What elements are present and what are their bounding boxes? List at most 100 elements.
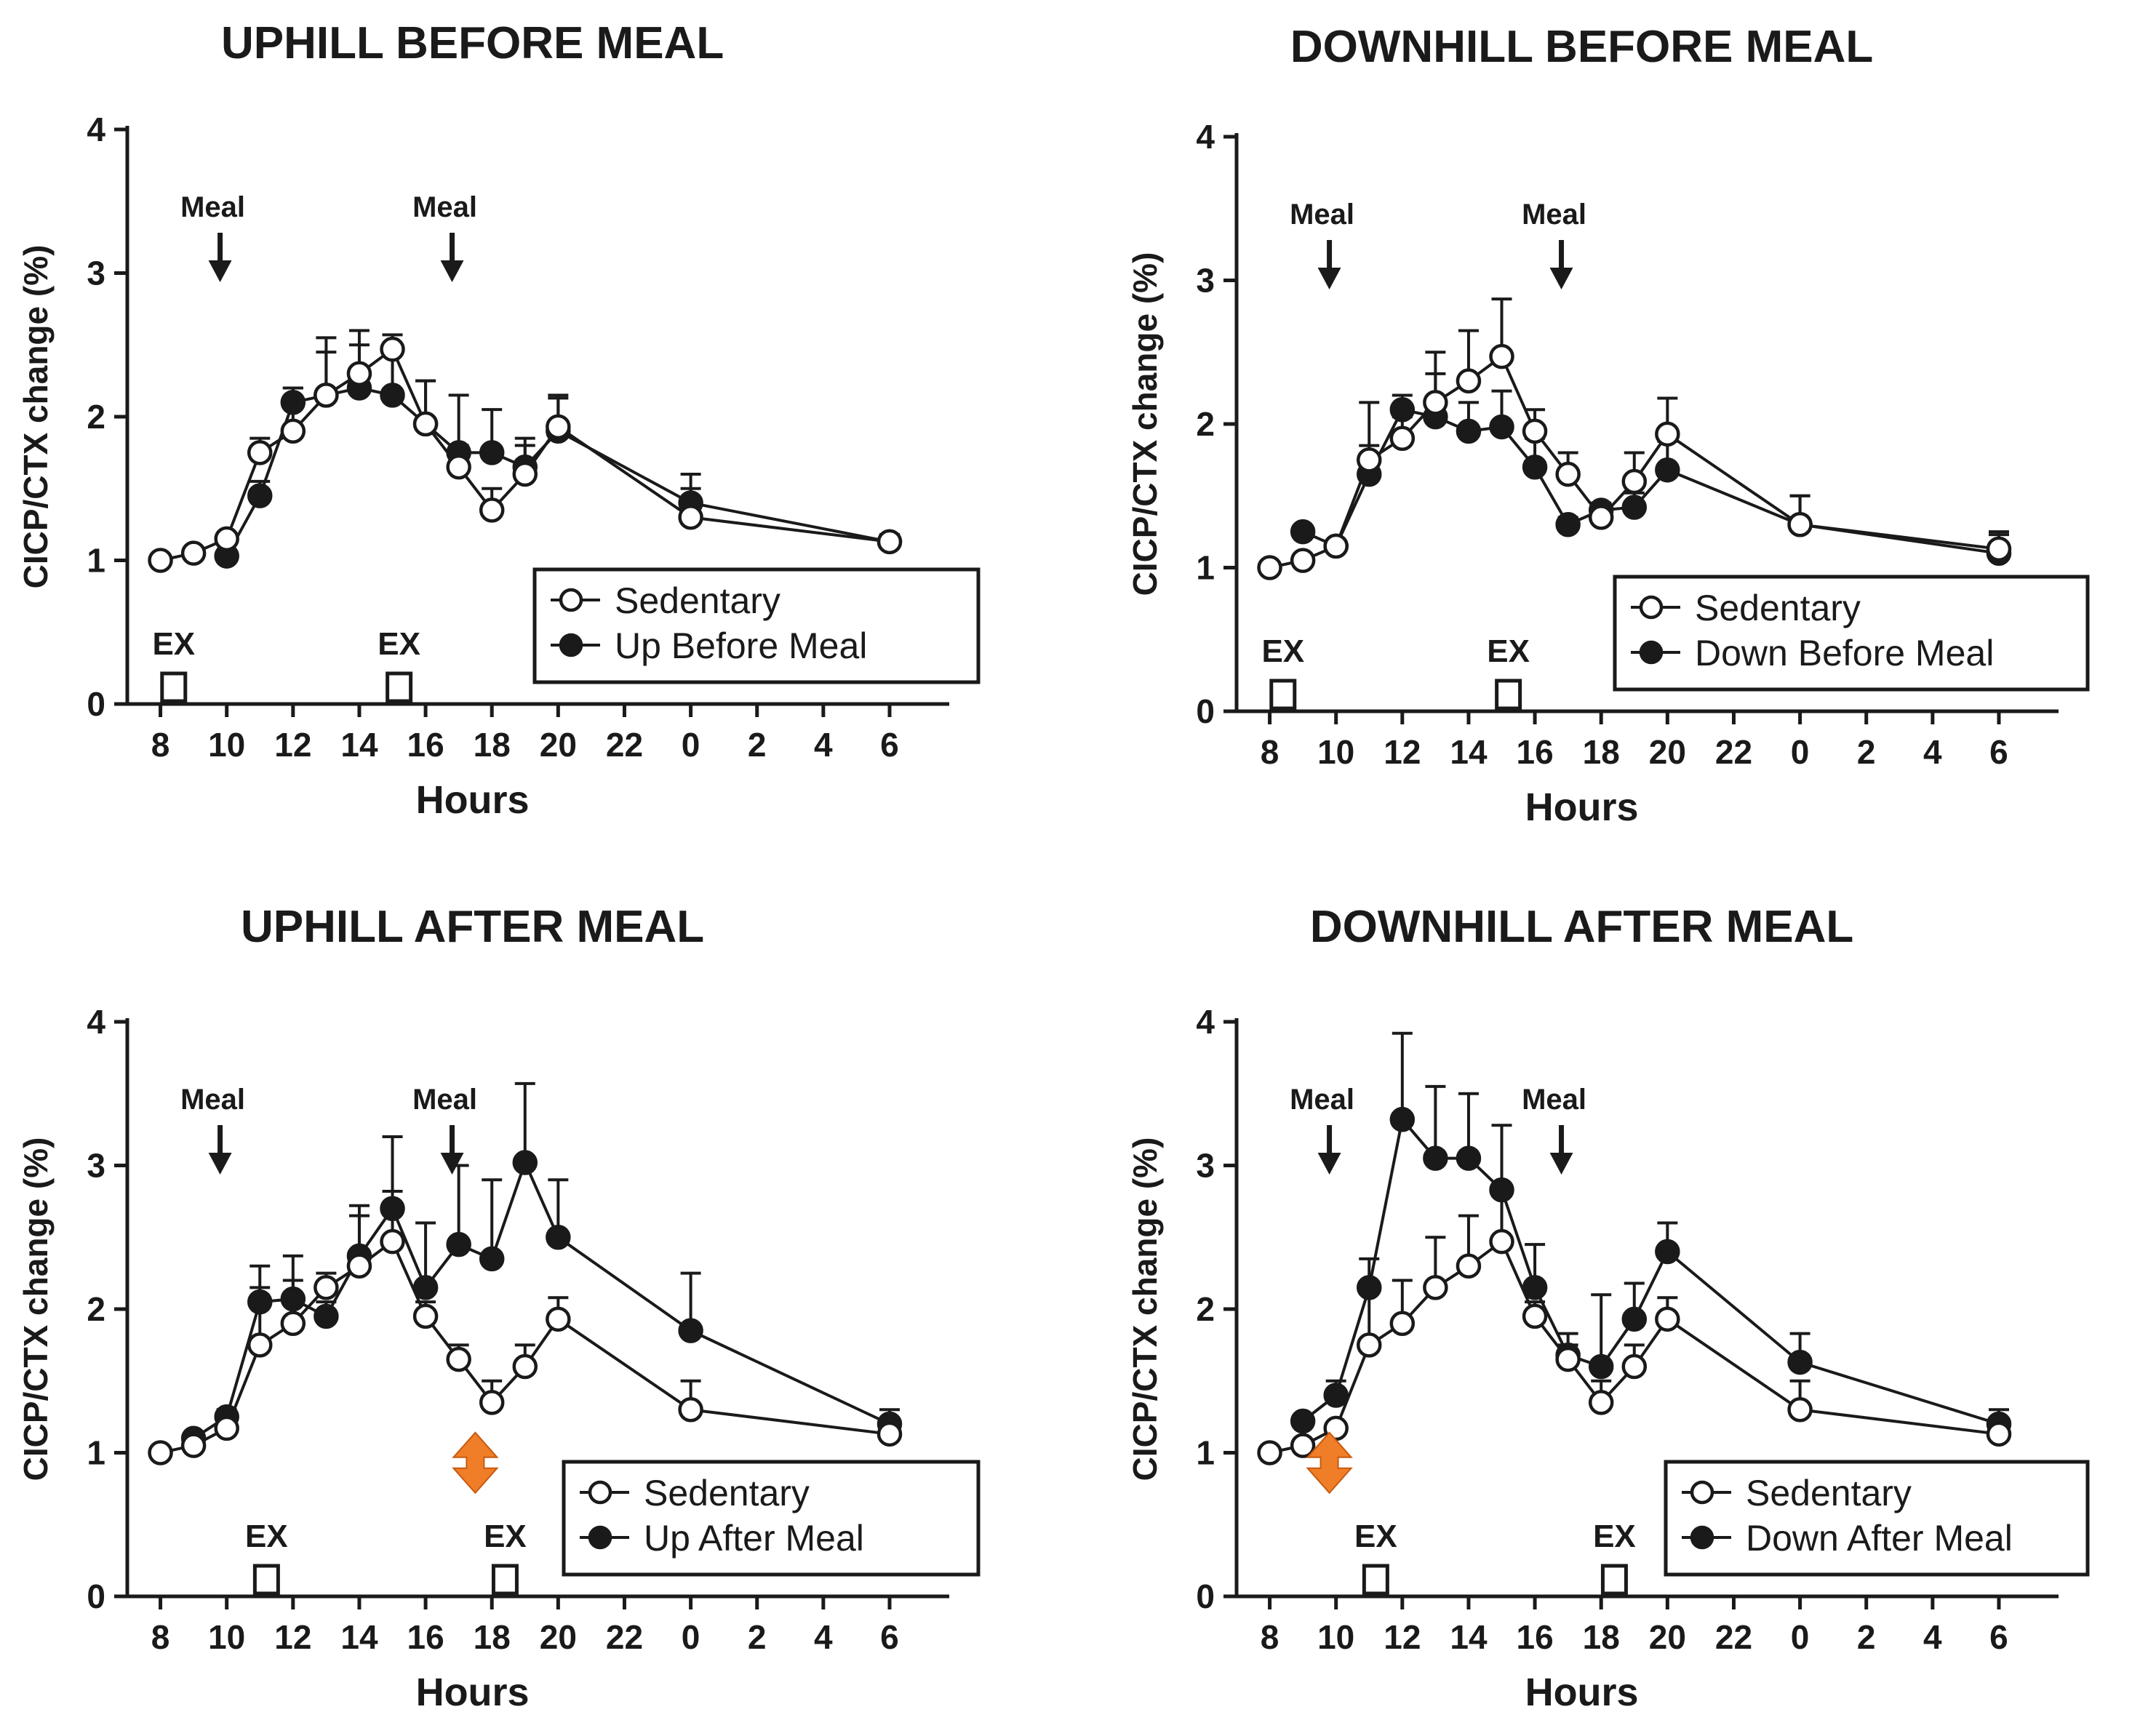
data-point-open — [412, 411, 439, 437]
data-point-filled — [446, 1231, 471, 1257]
x-tick-label: 14 — [340, 1618, 378, 1656]
y-axis-label: CICP/CTX change (%) — [1126, 252, 1164, 596]
legend-box — [1664, 1460, 2090, 1577]
meal-arrow-head — [208, 1153, 232, 1175]
data-point-filled — [1389, 1107, 1416, 1132]
exercise-label: EX — [1487, 633, 1530, 669]
meal-label: Meal — [412, 191, 477, 223]
data-point-open — [1555, 461, 1581, 487]
data-point-open — [1655, 1306, 1680, 1332]
meal-label: Meal — [412, 1084, 477, 1116]
data-point-filled — [1621, 1306, 1648, 1332]
data-point-filled — [1290, 1408, 1316, 1434]
data-point-open — [1522, 418, 1548, 444]
chart-title: DOWNHILL BEFORE MEAL — [1290, 22, 1873, 72]
chart-title: DOWNHILL AFTER MEAL — [1310, 902, 1853, 952]
x-tick-label: 22 — [1715, 733, 1752, 771]
x-tick-label: 0 — [1791, 733, 1810, 771]
x-tick-label: 10 — [208, 726, 245, 764]
y-tick-label: 4 — [1196, 118, 1215, 156]
data-point-filled — [1290, 519, 1316, 545]
legend-entry: Up Before Meal — [615, 625, 867, 666]
data-point-open — [1389, 425, 1416, 451]
y-tick-label: 3 — [87, 255, 105, 292]
exercise-label: EX — [245, 1519, 288, 1554]
data-point-open — [1621, 1353, 1648, 1380]
legend-entry: Sedentary — [644, 1473, 810, 1513]
x-tick-label: 2 — [1857, 1618, 1876, 1656]
legend-entry: Sedentary — [1746, 1473, 1912, 1513]
y-tick-label: 2 — [87, 1290, 105, 1328]
y-tick-label: 0 — [87, 685, 105, 723]
x-tick-label: 4 — [1923, 733, 1942, 771]
y-tick-label: 1 — [1196, 549, 1215, 587]
legend-box — [532, 567, 981, 684]
data-point-open — [1290, 548, 1316, 573]
data-point-filled — [1423, 1145, 1448, 1171]
y-tick-label: 4 — [87, 1003, 105, 1041]
x-tick-label: 4 — [814, 726, 833, 764]
chart-title: UPHILL BEFORE MEAL — [221, 18, 724, 68]
data-point-filled — [1522, 455, 1548, 480]
legend-marker — [1639, 640, 1664, 665]
legend-marker — [559, 633, 583, 657]
data-point-open — [148, 1440, 173, 1465]
data-point-filled — [247, 483, 273, 508]
data-point-filled — [512, 1150, 538, 1175]
legend-marker — [1690, 1525, 1714, 1550]
y-tick-label: 1 — [87, 542, 105, 580]
data-point-open — [1787, 1397, 1813, 1423]
data-point-open — [546, 414, 571, 440]
legend-marker — [1639, 595, 1664, 620]
x-tick-label: 0 — [682, 1618, 700, 1656]
x-tick-label: 0 — [682, 726, 700, 764]
data-point-open — [346, 1253, 372, 1279]
data-point-open — [1621, 468, 1648, 495]
data-point-open — [214, 1415, 239, 1441]
y-axis-label: CICP/CTX change (%) — [17, 245, 55, 589]
x-tick-label: 20 — [540, 726, 577, 764]
x-tick-label: 10 — [208, 1618, 245, 1656]
x-tick-label: 20 — [1649, 733, 1686, 771]
legend-box — [1613, 575, 2090, 692]
exercise-label: EX — [1593, 1519, 1636, 1554]
data-point-filled — [412, 1275, 439, 1300]
x-tick-label: 16 — [407, 1618, 444, 1656]
data-point-open — [1389, 1311, 1416, 1336]
data-point-open — [280, 418, 306, 444]
data-point-filled — [1555, 512, 1581, 537]
x-tick-label: 18 — [1583, 733, 1620, 771]
data-point-filled — [1655, 457, 1680, 483]
data-point-open — [380, 336, 405, 362]
exercise-marker — [1269, 679, 1297, 711]
y-tick-label: 0 — [1196, 692, 1215, 730]
y-axis-label: CICP/CTX change (%) — [1126, 1137, 1164, 1481]
x-tick-label: 18 — [474, 726, 511, 764]
data-point-open — [1257, 555, 1282, 580]
data-point-open — [1456, 368, 1482, 393]
data-point-open — [280, 1311, 306, 1336]
legend-marker — [1690, 1480, 1714, 1505]
meal-label: Meal — [180, 1084, 245, 1116]
data-point-open — [380, 1228, 405, 1255]
meal-label: Meal — [1290, 199, 1354, 231]
exercise-marker — [491, 1564, 519, 1596]
meal-arrow-head — [1549, 268, 1573, 289]
exercise-marker — [252, 1564, 280, 1596]
x-tick-label: 8 — [1261, 733, 1279, 771]
exercise-label: EX — [484, 1519, 527, 1554]
x-tick-label: 12 — [1384, 733, 1421, 771]
y-tick-label: 0 — [87, 1577, 105, 1615]
data-point-open — [1357, 1332, 1382, 1358]
legend-entry: Down Before Meal — [1695, 633, 1994, 673]
meal-arrow-head — [208, 260, 232, 282]
data-point-open — [314, 1275, 339, 1300]
data-point-open — [180, 540, 207, 566]
data-point-open — [1489, 1228, 1514, 1255]
data-point-filled — [546, 1225, 571, 1250]
exercise-marker — [1495, 679, 1522, 711]
data-point-open — [314, 383, 339, 408]
